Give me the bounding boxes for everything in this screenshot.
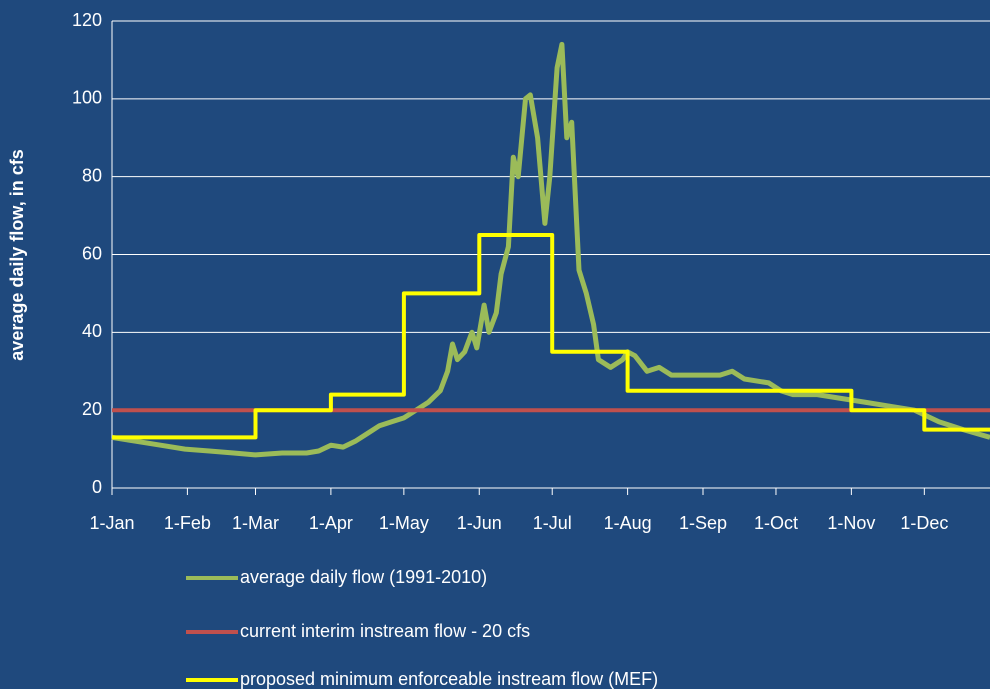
x-tick-label: 1-Sep <box>679 513 727 533</box>
x-tick-label: 1-Jul <box>533 513 572 533</box>
legend-label: average daily flow (1991-2010) <box>240 567 487 587</box>
x-tick-label: 1-Nov <box>827 513 875 533</box>
x-tick-label: 1-Mar <box>232 513 279 533</box>
legend-label: current interim instream flow - 20 cfs <box>240 621 530 641</box>
y-tick-label: 100 <box>72 88 102 108</box>
x-tick-label: 1-Jan <box>89 513 134 533</box>
x-tick-label: 1-May <box>379 513 429 533</box>
x-tick-label: 1-Jun <box>457 513 502 533</box>
series-line <box>112 233 990 440</box>
y-tick-label: 120 <box>72 10 102 30</box>
x-tick-label: 1-Dec <box>900 513 948 533</box>
x-tick-label: 1-Aug <box>604 513 652 533</box>
y-tick-label: 0 <box>92 477 102 497</box>
x-tick-label: 1-Oct <box>754 513 798 533</box>
legend-label: proposed minimum enforceable instream fl… <box>240 669 658 689</box>
y-tick-label: 20 <box>82 399 102 419</box>
y-axis-label: average daily flow, in cfs <box>7 149 27 360</box>
y-tick-label: 80 <box>82 165 102 185</box>
x-tick-label: 1-Apr <box>309 513 353 533</box>
y-tick-label: 40 <box>82 321 102 341</box>
x-tick-label: 1-Feb <box>164 513 211 533</box>
series-line <box>111 41 990 458</box>
y-tick-label: 60 <box>82 243 102 263</box>
